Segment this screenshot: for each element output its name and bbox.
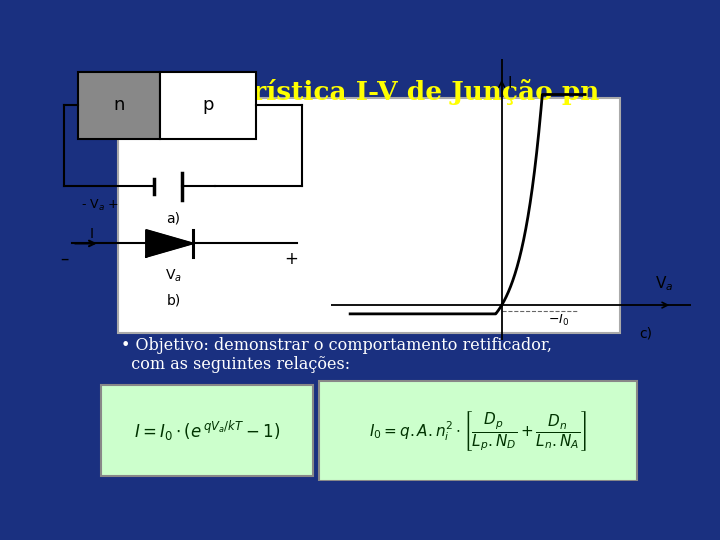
Text: –: – [60,249,68,268]
Text: $I_0 = q.A.n_i^2 \cdot \left[ \dfrac{D_p}{L_p.N_D} + \dfrac{D_n}{L_n.N_A} \right: $I_0 = q.A.n_i^2 \cdot \left[ \dfrac{D_p… [369,409,587,453]
Text: I: I [508,77,512,91]
Text: V$_a$: V$_a$ [655,274,674,293]
Text: $I = I_0 \cdot \left( e^{\,qV_a/kT} - 1 \right)$: $I = I_0 \cdot \left( e^{\,qV_a/kT} - 1 … [134,418,280,443]
Text: I: I [89,227,94,241]
Text: a): a) [166,212,181,226]
Text: p: p [202,96,213,114]
Bar [78,72,160,139]
Bar [160,72,256,139]
Text: b): b) [166,294,181,308]
Text: $-I_0$: $-I_0$ [548,313,569,328]
Text: n: n [113,96,125,114]
Text: com as seguintes relações:: com as seguintes relações: [121,356,350,373]
Text: Característica I-V de Junção pn: Característica I-V de Junção pn [138,79,600,105]
Polygon shape [146,230,193,257]
FancyBboxPatch shape [101,385,313,476]
Text: V$_a$: V$_a$ [165,268,182,284]
Text: +: + [284,249,298,268]
Text: c): c) [639,326,652,340]
FancyBboxPatch shape [319,381,637,481]
Text: • Objetivo: demonstrar o comportamento retificador,: • Objetivo: demonstrar o comportamento r… [121,337,552,354]
FancyBboxPatch shape [118,98,620,333]
Text: - V$_a$ +: - V$_a$ + [81,198,119,213]
